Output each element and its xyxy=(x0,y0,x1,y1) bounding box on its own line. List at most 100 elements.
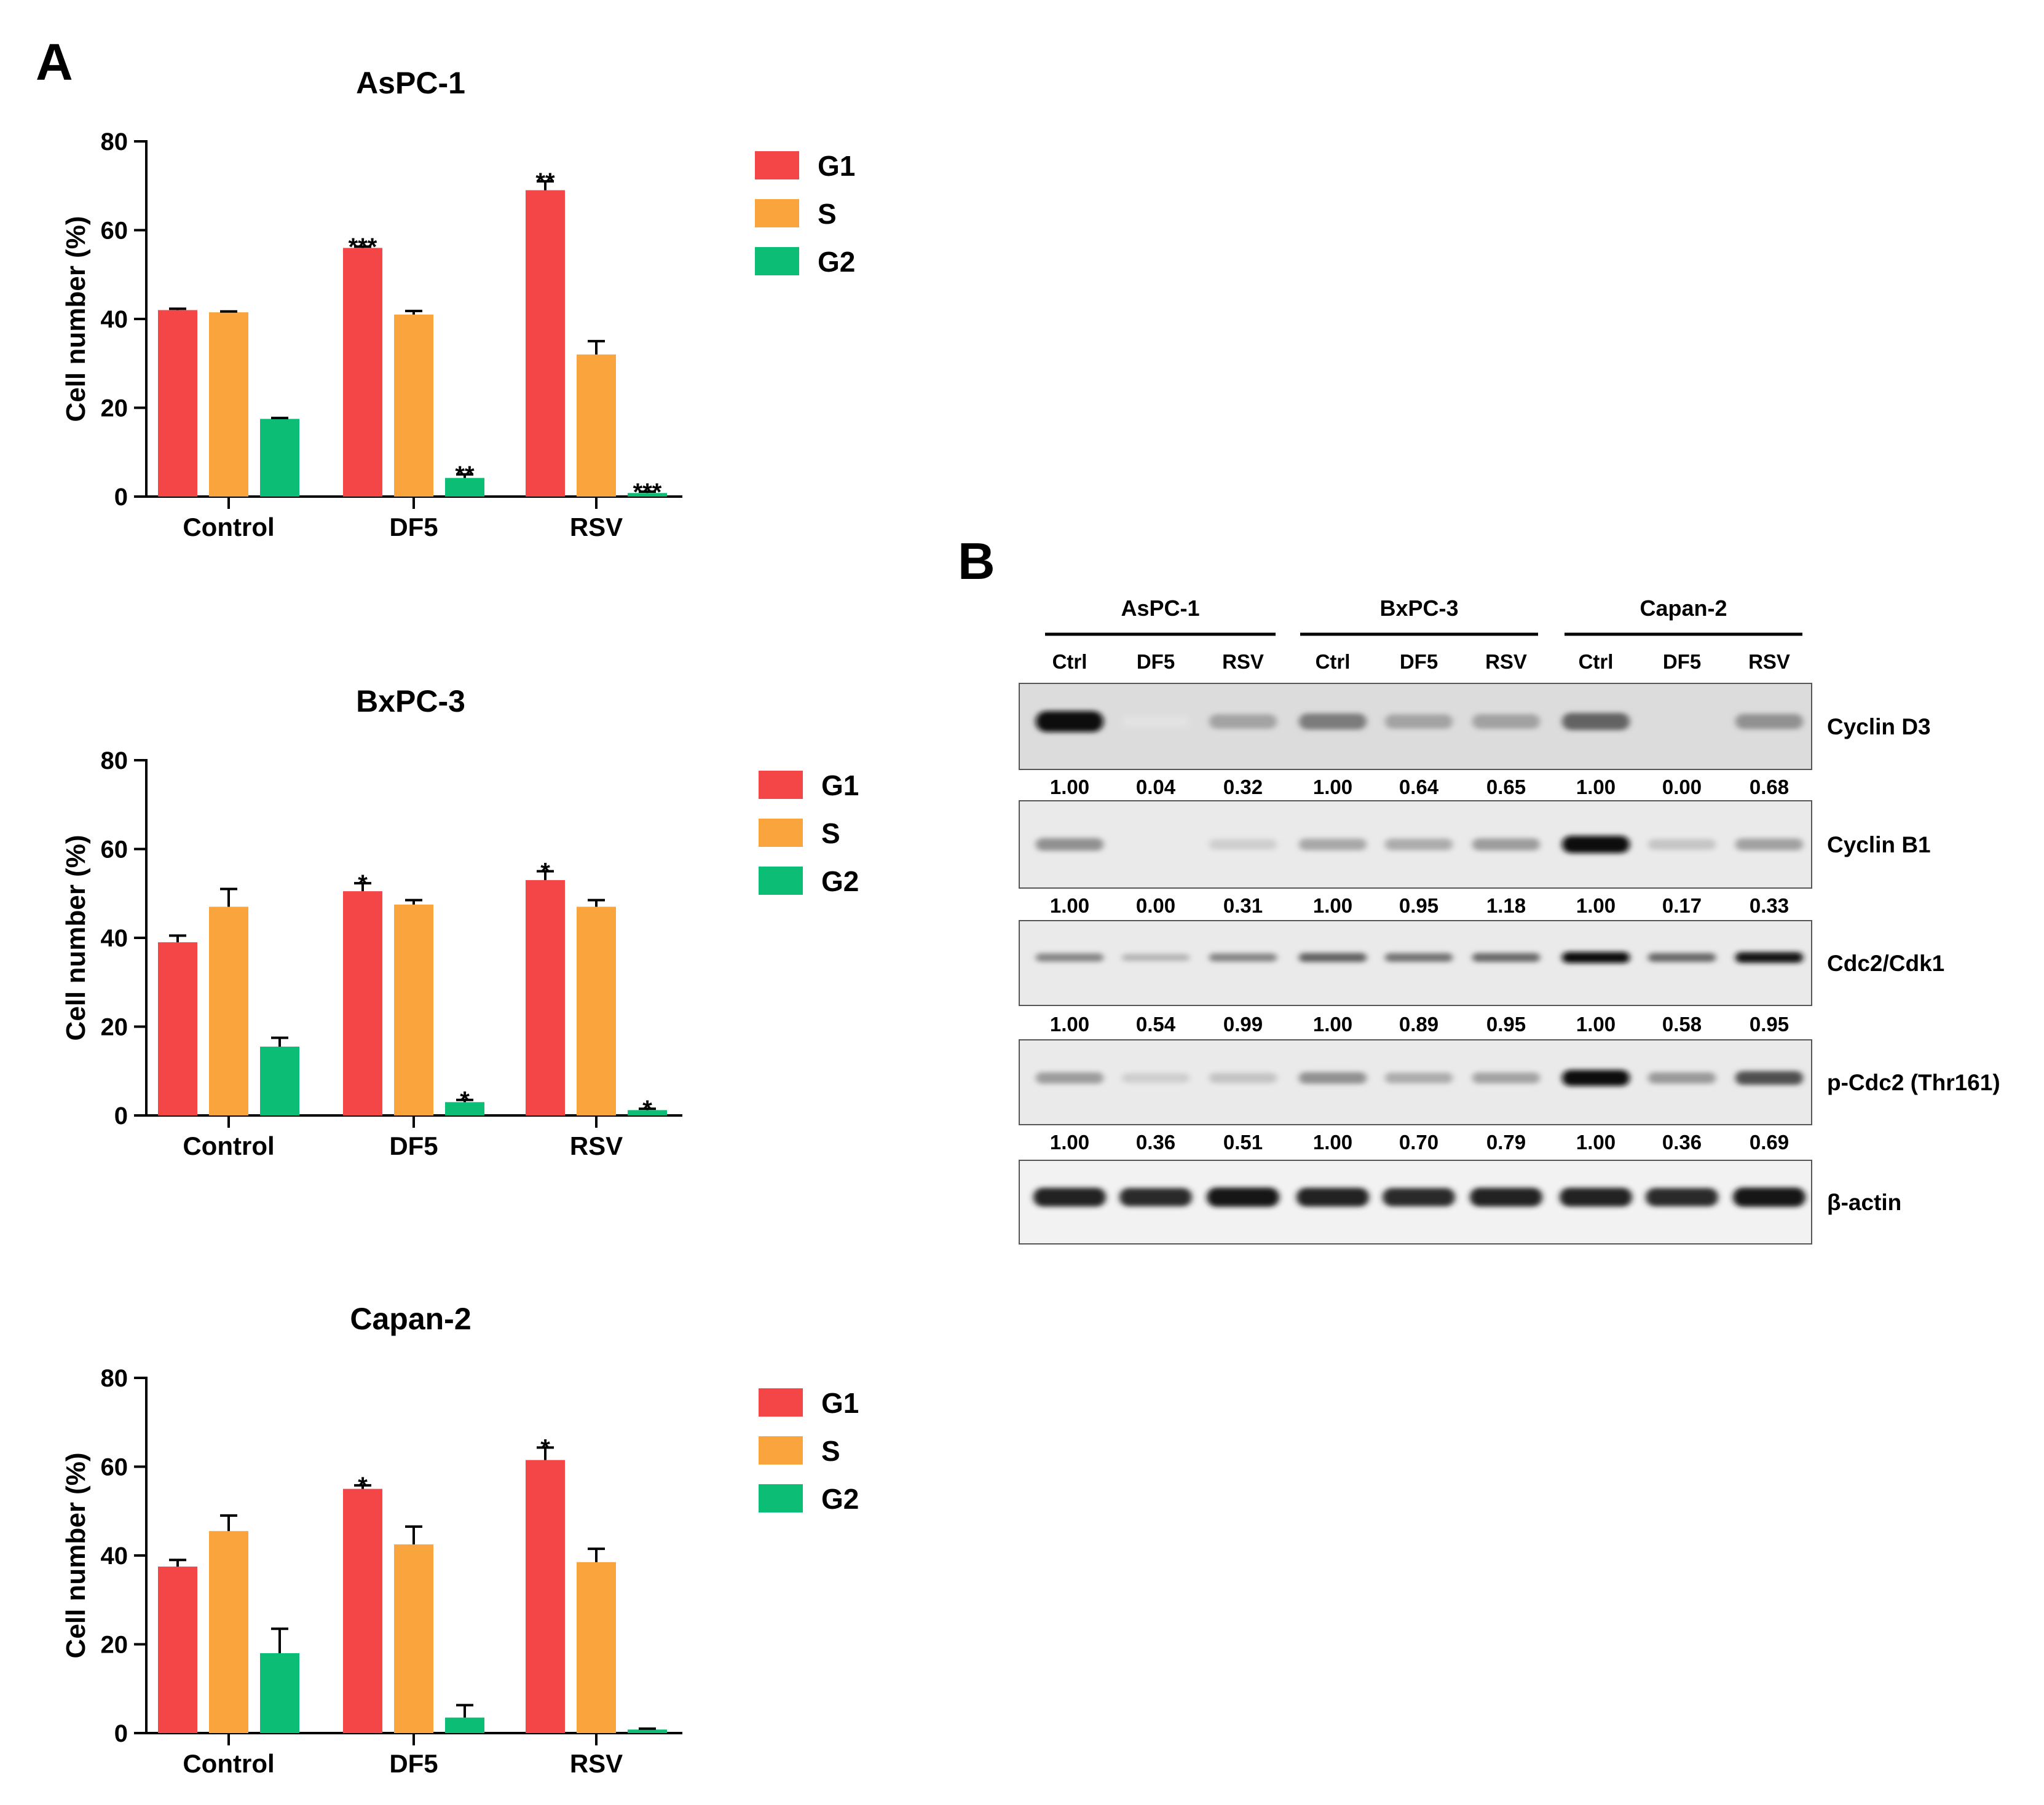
y-tick-label: 80 xyxy=(101,128,128,155)
bar-s xyxy=(209,312,248,497)
blot-band xyxy=(1560,1187,1632,1207)
bar-s xyxy=(577,354,616,497)
blot-quant-value: 0.04 xyxy=(1136,776,1176,798)
x-tick-label: DF5 xyxy=(389,1749,438,1778)
blot-band xyxy=(1562,952,1630,963)
y-tick-label: 20 xyxy=(101,1014,128,1041)
bar-chart-2: Capan-2 0 20 40 60 80 Cell number (%) Control DF… xyxy=(61,1302,859,1778)
significance-marker: ** xyxy=(535,168,555,195)
blot-quant-value: 1.00 xyxy=(1050,776,1089,798)
blot-band xyxy=(1296,1187,1369,1207)
blot-quant-value: 0.36 xyxy=(1662,1131,1702,1154)
bar-g2 xyxy=(628,1729,667,1733)
blot-group-label: Capan-2 xyxy=(1640,596,1727,621)
legend-swatch-g1 xyxy=(759,771,803,799)
y-tick-label: 40 xyxy=(101,306,128,333)
blot-lane-label: DF5 xyxy=(1137,650,1175,673)
blot-quant-value: 1.00 xyxy=(1313,1013,1352,1036)
y-axis-label: Cell number (%) xyxy=(61,216,91,422)
panel-b-label: B xyxy=(958,532,995,590)
x-tick-label: RSV xyxy=(570,1131,623,1160)
blot-band xyxy=(1735,1071,1803,1085)
x-tick-label: Control xyxy=(183,513,274,541)
bar-g2 xyxy=(445,1102,484,1115)
blot-group-label: BxPC-3 xyxy=(1379,596,1458,621)
blot-band xyxy=(1299,953,1367,962)
blot-membrane xyxy=(1019,920,1812,1006)
blot-lane-label: RSV xyxy=(1485,650,1527,673)
blot-quant-value: 1.00 xyxy=(1050,1013,1089,1036)
bar-g1 xyxy=(526,190,565,497)
blot-band xyxy=(1646,1188,1718,1206)
blot-group-label: AsPC-1 xyxy=(1121,596,1199,621)
blot-band xyxy=(1385,838,1453,851)
blot-quant-value: 1.00 xyxy=(1050,1131,1089,1154)
blot-quant-value: 1.18 xyxy=(1486,894,1526,917)
significance-marker: *** xyxy=(349,234,377,261)
significance-marker: * xyxy=(358,870,368,897)
x-tick-label: RSV xyxy=(570,513,623,541)
blot-band xyxy=(1648,953,1716,962)
blot-band xyxy=(1122,1073,1190,1083)
y-tick-label: 20 xyxy=(101,395,128,422)
blot-lane-label: RSV xyxy=(1748,650,1790,673)
blot-band xyxy=(1562,713,1630,730)
blot-band xyxy=(1036,1072,1103,1084)
y-tick-label: 60 xyxy=(101,836,128,863)
bar-g2 xyxy=(628,1110,667,1115)
blot-quant-value: 0.70 xyxy=(1399,1131,1438,1154)
legend-swatch-s xyxy=(755,199,799,227)
y-tick-label: 20 xyxy=(101,1632,128,1659)
blot-band xyxy=(1036,711,1103,732)
blot-band xyxy=(1122,954,1190,961)
blot-band xyxy=(1733,1187,1805,1207)
blot-band xyxy=(1472,838,1540,851)
panel-a-label: A xyxy=(36,33,73,91)
blot-quant-value: 0.95 xyxy=(1399,894,1438,917)
bar-g2 xyxy=(260,1047,299,1115)
legend-swatch-s xyxy=(759,1436,803,1465)
blot-band xyxy=(1207,1187,1279,1207)
blot-band xyxy=(1036,838,1103,851)
x-tick-label: DF5 xyxy=(389,1131,438,1160)
y-axis-label: Cell number (%) xyxy=(61,1453,91,1659)
bar-g1 xyxy=(158,942,197,1115)
blot-quant-value: 0.17 xyxy=(1662,894,1702,917)
significance-marker: * xyxy=(358,1473,368,1500)
blot-band xyxy=(1385,953,1453,962)
bar-g2 xyxy=(260,419,299,497)
y-tick-label: 0 xyxy=(114,1720,128,1747)
blot-quant-value: 1.00 xyxy=(1050,894,1089,917)
significance-marker: *** xyxy=(633,479,662,506)
significance-marker: * xyxy=(540,859,550,886)
y-tick-label: 80 xyxy=(101,747,128,774)
bar-g1 xyxy=(158,1567,197,1733)
legend-swatch-s xyxy=(759,819,803,847)
blot-quant-value: 0.99 xyxy=(1223,1013,1263,1036)
bar-s xyxy=(209,906,248,1115)
blot-lane-label: Ctrl xyxy=(1052,650,1087,673)
blot-band xyxy=(1036,953,1103,962)
blot-quant-value: 0.00 xyxy=(1136,894,1175,917)
blot-quant-value: 1.00 xyxy=(1576,1131,1616,1154)
blot-quant-value: 1.00 xyxy=(1313,894,1352,917)
blot-band xyxy=(1472,714,1540,729)
y-tick-label: 40 xyxy=(101,925,128,952)
bar-chart-0: AsPC-1 0 20 40 60 80 Cell number (%) Control DF5… xyxy=(61,66,855,541)
blot-protein-label: Cyclin B1 xyxy=(1827,832,1931,857)
blot-quant-value: 0.68 xyxy=(1750,776,1789,798)
significance-marker: * xyxy=(460,1087,470,1114)
blot-quant-value: 0.58 xyxy=(1662,1013,1702,1036)
significance-marker: ** xyxy=(455,462,475,489)
bar-s xyxy=(577,906,616,1115)
blot-quant-value: 0.79 xyxy=(1486,1131,1526,1154)
x-tick-label: RSV xyxy=(570,1749,623,1778)
bar-s xyxy=(394,904,433,1115)
y-tick-label: 40 xyxy=(101,1543,128,1570)
blot-band xyxy=(1299,1072,1367,1084)
legend-swatch-g2 xyxy=(755,247,799,275)
chart-title: Capan-2 xyxy=(350,1302,471,1336)
legend-label: G2 xyxy=(821,865,859,897)
blot-band xyxy=(1472,1072,1540,1084)
x-tick-label: DF5 xyxy=(389,513,438,541)
